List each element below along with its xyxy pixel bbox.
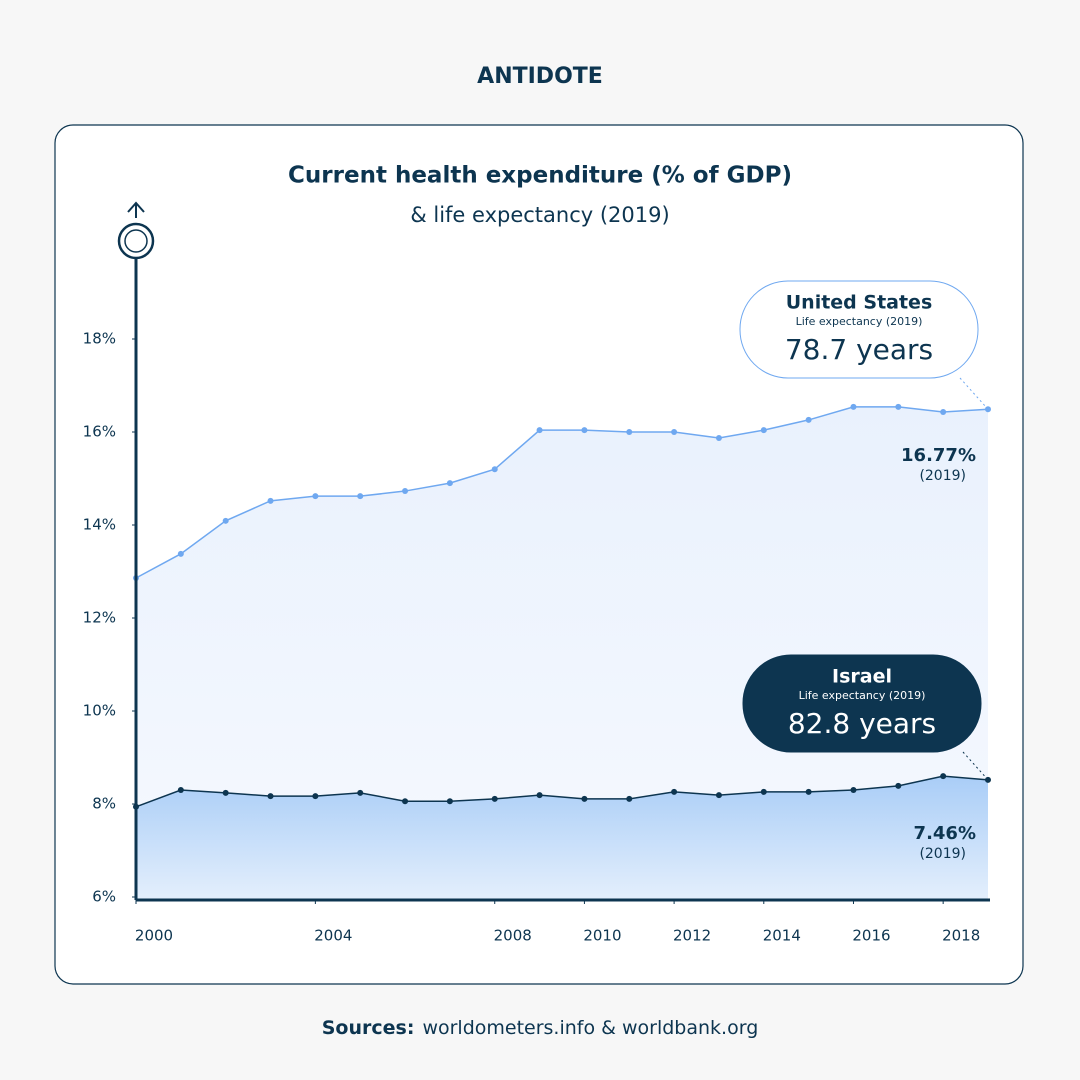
callout-name: Israel [832,666,892,688]
point [177,550,184,557]
point [850,787,857,794]
plot [133,403,991,900]
callout-box [739,280,979,379]
icon-coin-inner [124,229,148,253]
point [940,409,947,416]
axes [117,201,990,902]
y-tick-label: 6% [92,888,116,906]
callout-name: United States [786,292,933,314]
point [626,429,633,435]
point [491,466,498,473]
point [805,416,812,423]
line [135,775,989,808]
percent-label: 7.46% [914,823,976,844]
x-tick-label: 2016 [852,927,890,945]
point [895,403,902,410]
point [536,792,543,799]
y-tick-label: 18% [83,330,116,348]
x-tick-label: 2010 [583,927,621,945]
point [671,788,678,795]
point [850,403,857,410]
callout-leader [959,377,989,410]
x-tick-label: 2012 [673,927,711,945]
point [446,798,453,805]
point [805,788,812,795]
brand: ANTIDOTE [477,64,603,89]
point [536,427,543,434]
line [135,406,989,579]
point [446,480,453,487]
callout-label: Life expectancy (2019) [799,689,926,702]
point [357,493,364,500]
callout-label: Life expectancy (2019) [796,315,923,328]
year-label: (2019) [919,468,966,484]
callout-value: 78.7 years [785,333,933,366]
year-label: (2019) [919,846,966,862]
icon-arrow [127,201,145,218]
chart-subtitle: & life expectancy (2019) [410,203,669,227]
point [491,795,498,802]
point [715,792,722,799]
point [626,795,633,802]
area [136,776,988,900]
x-tick-label: 2000 [135,927,173,945]
point [312,493,319,500]
point [671,429,678,435]
point [222,517,229,524]
point [357,789,364,796]
area [136,406,988,900]
point [267,497,274,504]
y-tick-label: 10% [83,702,116,720]
x-tick-label: 2008 [494,927,532,945]
point [177,787,184,794]
y-tick-label: 16% [83,423,116,441]
callout-leader [962,751,989,781]
y-tick-label: 14% [83,516,116,534]
point [760,427,767,434]
point [312,793,319,800]
point [940,773,947,780]
footer: Sources: worldometers.info & worldbank.or… [322,1017,759,1039]
y-tick-label: 12% [83,609,116,627]
point [402,488,409,495]
callout-value: 82.8 years [788,707,936,740]
point [581,795,588,802]
y-tick-label: 8% [92,795,116,813]
footer-text: worldometers.info & worldbank.org [422,1017,758,1039]
x-tick-label: 2018 [942,927,980,945]
footer-label: Sources: [322,1017,415,1039]
point [267,793,274,800]
point [402,798,409,805]
point [222,789,229,796]
percent-label: 16.77% [901,445,976,466]
point [895,782,902,789]
chart-title: Current health expenditure (% of GDP) [288,163,792,189]
point [715,435,722,442]
callout-box [742,654,982,753]
point [581,427,588,434]
x-tick-label: 2014 [763,927,801,945]
x-tick-label: 2004 [314,927,352,945]
point [760,788,767,795]
